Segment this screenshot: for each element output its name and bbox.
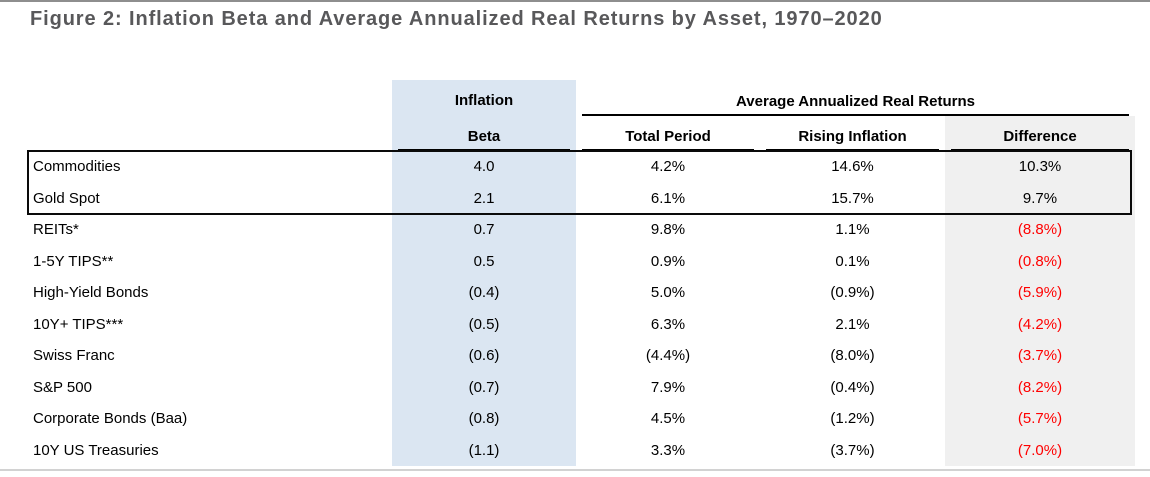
rising-inflation-cell: (0.9%) bbox=[830, 284, 875, 302]
asset-name-cell: 10Y US Treasuries bbox=[33, 441, 159, 459]
bottom-divider bbox=[0, 469, 1150, 471]
total-period-cell: 9.8% bbox=[650, 221, 686, 239]
header-beta-label: Beta bbox=[398, 128, 570, 151]
header-row-columns: Beta Total Period Rising Inflation Diffe… bbox=[28, 116, 1136, 151]
rising-inflation-cell: 15.7% bbox=[831, 189, 874, 207]
rising-inflation-cell: 1.1% bbox=[835, 221, 870, 239]
table-row: 10Y+ TIPS*** (0.5) 6.3% 2.1% (4.2%) bbox=[28, 308, 1136, 340]
rising-inflation-cell: 14.6% bbox=[831, 158, 874, 176]
table-row: Swiss Franc (0.6) (4.4%) (8.0%) (3.7%) bbox=[28, 340, 1136, 372]
asset-name-cell: Commodities bbox=[33, 158, 121, 176]
total-period-cell: 7.9% bbox=[650, 378, 686, 396]
total-period-cell: 6.3% bbox=[650, 315, 686, 333]
inflation-beta-cell: (1.1) bbox=[392, 434, 576, 466]
inflation-beta-cell: 2.1 bbox=[392, 182, 576, 214]
table-row: 10Y US Treasuries (1.1) 3.3% (3.7%) (7.0… bbox=[28, 434, 1136, 466]
inflation-beta-cell: (0.8) bbox=[392, 403, 576, 435]
table-row-highlighted: Gold Spot 2.1 6.1% 15.7% 9.7% bbox=[28, 182, 1136, 214]
table-row: S&P 500 (0.7) 7.9% (0.4%) (8.2%) bbox=[28, 371, 1136, 403]
difference-cell: (5.7%) bbox=[945, 403, 1136, 435]
difference-cell: (8.8%) bbox=[945, 214, 1136, 246]
inflation-beta-cell: (0.7) bbox=[392, 371, 576, 403]
difference-cell: (7.0%) bbox=[945, 434, 1136, 466]
header-rising-inflation: Rising Inflation bbox=[760, 116, 945, 151]
total-period-cell: (4.4%) bbox=[645, 347, 691, 365]
difference-cell: 9.7% bbox=[945, 182, 1136, 214]
rising-inflation-cell: 0.1% bbox=[835, 252, 870, 270]
header-returns-group-label: Average Annualized Real Returns bbox=[582, 93, 1130, 116]
difference-cell: (3.7%) bbox=[945, 340, 1136, 372]
rising-inflation-cell: (0.4%) bbox=[830, 378, 875, 396]
header-difference: Difference bbox=[945, 116, 1136, 151]
header-asset-spacer-2 bbox=[28, 116, 392, 151]
total-period-cell: 4.5% bbox=[650, 410, 686, 428]
table-row-highlighted: Commodities 4.0 4.2% 14.6% 10.3% bbox=[28, 151, 1136, 183]
table-row: 1-5Y TIPS** 0.5 0.9% 0.1% (0.8%) bbox=[28, 245, 1136, 277]
rising-inflation-cell: (1.2%) bbox=[830, 410, 875, 428]
header-total-period-label: Total Period bbox=[582, 128, 754, 151]
table-row: High-Yield Bonds (0.4) 5.0% (0.9%) (5.9%… bbox=[28, 277, 1136, 309]
header-total-period: Total Period bbox=[576, 116, 760, 151]
asset-name-cell: S&P 500 bbox=[33, 378, 92, 396]
total-period-cell: 0.9% bbox=[650, 252, 686, 270]
asset-name-cell: Gold Spot bbox=[33, 189, 100, 207]
difference-cell: (0.8%) bbox=[945, 245, 1136, 277]
rising-inflation-cell: (8.0%) bbox=[830, 347, 875, 365]
asset-name-cell: 10Y+ TIPS*** bbox=[33, 315, 124, 333]
inflation-beta-cell: 4.0 bbox=[392, 151, 576, 183]
inflation-beta-cell: (0.5) bbox=[392, 308, 576, 340]
asset-name-cell: REITs* bbox=[33, 221, 79, 239]
difference-cell: (4.2%) bbox=[945, 308, 1136, 340]
total-period-cell: 6.1% bbox=[650, 189, 686, 207]
asset-name-cell: Swiss Franc bbox=[33, 347, 115, 365]
header-inflation-label: Inflation bbox=[454, 92, 514, 109]
table-row: Corporate Bonds (Baa) (0.8) 4.5% (1.2%) … bbox=[28, 403, 1136, 435]
returns-table: Inflation Average Annualized Real Return… bbox=[28, 80, 1136, 466]
header-difference-label: Difference bbox=[951, 128, 1130, 151]
header-beta: Beta bbox=[392, 116, 576, 151]
inflation-beta-cell: 0.7 bbox=[392, 214, 576, 246]
inflation-beta-cell: (0.6) bbox=[392, 340, 576, 372]
inflation-beta-cell: (0.4) bbox=[392, 277, 576, 309]
rising-inflation-cell: (3.7%) bbox=[830, 441, 875, 459]
asset-name-cell: High-Yield Bonds bbox=[33, 284, 149, 302]
header-returns-group: Average Annualized Real Returns bbox=[576, 80, 1135, 116]
top-divider bbox=[0, 0, 1150, 2]
table-row: REITs* 0.7 9.8% 1.1% (8.8%) bbox=[28, 214, 1136, 246]
header-rising-inflation-label: Rising Inflation bbox=[766, 128, 939, 151]
asset-name-cell: 1-5Y TIPS** bbox=[33, 252, 114, 270]
returns-table-wrapper: Inflation Average Annualized Real Return… bbox=[27, 80, 1136, 466]
total-period-cell: 4.2% bbox=[650, 158, 686, 176]
difference-cell: 10.3% bbox=[945, 151, 1136, 183]
header-row-group: Inflation Average Annualized Real Return… bbox=[28, 80, 1135, 116]
figure-title: Figure 2: Inflation Beta and Average Ann… bbox=[30, 8, 883, 30]
difference-cell: (8.2%) bbox=[945, 371, 1136, 403]
total-period-cell: 3.3% bbox=[650, 441, 686, 459]
header-inflation: Inflation bbox=[392, 80, 576, 116]
asset-name-cell: Corporate Bonds (Baa) bbox=[33, 410, 188, 428]
difference-cell: (5.9%) bbox=[945, 277, 1136, 309]
total-period-cell: 5.0% bbox=[650, 284, 686, 302]
inflation-beta-cell: 0.5 bbox=[392, 245, 576, 277]
rising-inflation-cell: 2.1% bbox=[835, 315, 870, 333]
header-asset-spacer bbox=[28, 80, 392, 116]
